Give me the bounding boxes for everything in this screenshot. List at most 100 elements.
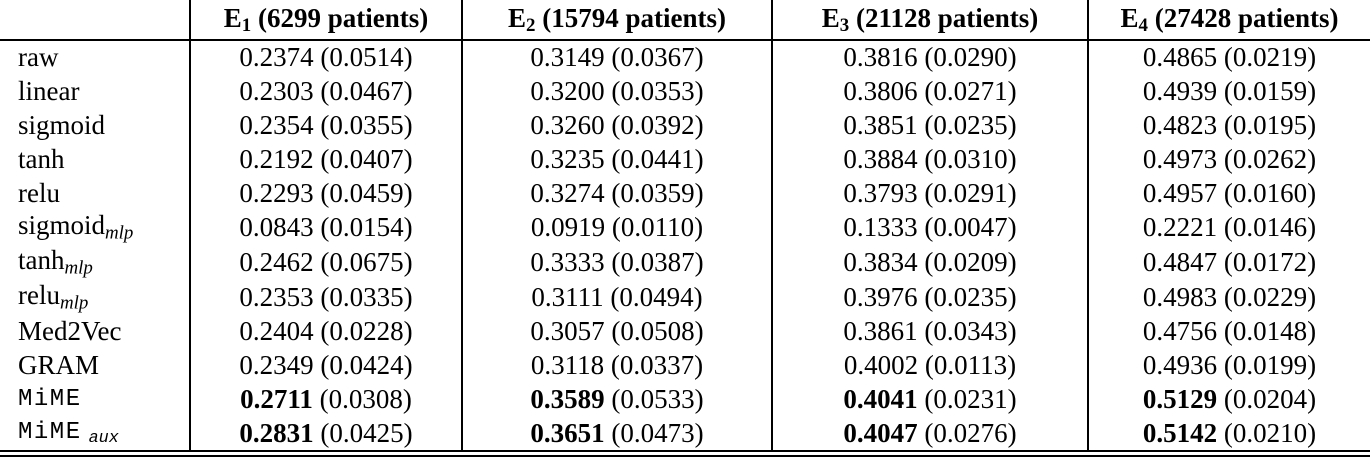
mean-value: 0.3651 xyxy=(530,417,605,448)
experiment-name: E xyxy=(821,2,840,33)
experiment-name: E xyxy=(223,2,242,33)
value-cell: 0.2192 (0.0407) xyxy=(189,142,462,177)
std-value: (0.0199) xyxy=(1217,350,1317,381)
value-cell: 0.4823 (0.0195) xyxy=(1087,108,1370,143)
experiment-subscript: 4 xyxy=(1138,14,1148,36)
row-label: sigmoid xyxy=(0,108,190,142)
mean-value: 0.3333 xyxy=(530,246,605,277)
std-value: (0.0387) xyxy=(604,246,704,277)
value-cell: 0.0843 (0.0154) xyxy=(189,210,462,246)
value-cell: 0.3793 (0.0291) xyxy=(771,176,1088,211)
value-cell: 0.5129 (0.0204) xyxy=(1087,382,1370,417)
row-label-text: tanh xyxy=(18,245,65,276)
std-value: (0.0047) xyxy=(917,212,1017,243)
mean-value: 0.3111 xyxy=(531,281,604,312)
value-cell: 0.4957 (0.0160) xyxy=(1087,176,1370,211)
mean-value: 0.0843 xyxy=(239,212,314,243)
mean-value: 0.2221 xyxy=(1142,212,1218,243)
value-cell: 0.3806 (0.0271) xyxy=(771,74,1088,109)
mean-value: 0.4973 xyxy=(1142,143,1218,174)
mean-value: 0.3851 xyxy=(843,109,918,140)
row-label-subscript: mlp xyxy=(64,257,93,279)
value-cell: 0.4936 (0.0199) xyxy=(1087,348,1370,383)
value-cell: 0.3057 (0.0508) xyxy=(461,314,772,349)
std-value: (0.0441) xyxy=(604,143,704,174)
table-row: sigmoidmlp 0.0843 (0.0154) 0.0919 (0.0110)… xyxy=(0,210,1370,246)
std-value: (0.0494) xyxy=(603,281,703,312)
std-value: (0.0335) xyxy=(313,281,413,312)
value-cell: 0.2349 (0.0424) xyxy=(189,348,462,383)
value-cell: 0.2711 (0.0308) xyxy=(189,382,462,417)
patient-count: (21128 patients) xyxy=(849,2,1039,33)
value-cell: 0.3851 (0.0235) xyxy=(771,108,1088,143)
std-value: (0.0148) xyxy=(1217,316,1317,347)
value-cell: 0.4847 (0.0172) xyxy=(1087,245,1370,280)
value-cell: 0.2374 (0.0514) xyxy=(189,40,462,75)
std-value: (0.0235) xyxy=(917,109,1017,140)
row-label-subscript: mlp xyxy=(105,223,134,245)
value-cell: 0.3111 (0.0494) xyxy=(461,279,772,315)
row-label: GRAM xyxy=(0,349,190,383)
value-cell: 0.3333 (0.0387) xyxy=(461,245,772,280)
table-row: MiME 0.2711 (0.0308) 0.3589 (0.0533) 0.4041… xyxy=(0,382,1370,417)
std-value: (0.0204) xyxy=(1217,384,1317,415)
value-cell: 0.2353 (0.0335) xyxy=(189,279,462,315)
mean-value: 0.4823 xyxy=(1142,109,1218,140)
mean-value: 0.4865 xyxy=(1142,42,1218,73)
std-value: (0.0235) xyxy=(917,281,1017,312)
std-value: (0.0154) xyxy=(313,212,413,243)
row-label: tanhmlp xyxy=(0,245,190,280)
table-row: Med2Vec 0.2404 (0.0228) 0.3057 (0.0508) 0.3… xyxy=(0,314,1370,349)
std-value: (0.0424) xyxy=(313,350,413,381)
value-cell: 0.4865 (0.0219) xyxy=(1087,40,1370,75)
row-label-text: sigmoid xyxy=(18,210,106,241)
table-row: relu 0.2293 (0.0459) 0.3274 (0.0359) 0.3793… xyxy=(0,176,1370,211)
table-row: sigmoid 0.2354 (0.0355) 0.3260 (0.0392) 0.3… xyxy=(0,108,1370,143)
std-value: (0.0392) xyxy=(604,109,704,140)
std-value: (0.0160) xyxy=(1217,177,1317,208)
mean-value: 0.3118 xyxy=(530,350,605,381)
mean-value: 0.2353 xyxy=(239,281,314,312)
mean-value: 0.4002 xyxy=(843,350,919,381)
value-cell: 0.3260 (0.0392) xyxy=(461,108,772,143)
std-value: (0.0210) xyxy=(1217,417,1317,448)
table-row: raw 0.2374 (0.0514) 0.3149 (0.0367) 0.3816 … xyxy=(0,40,1370,75)
table-row: tanh 0.2192 (0.0407) 0.3235 (0.0441) 0.3884… xyxy=(0,142,1370,177)
mean-value: 0.3976 xyxy=(843,281,918,312)
std-value: (0.0459) xyxy=(313,177,413,208)
std-value: (0.0343) xyxy=(917,316,1017,347)
value-cell: 0.4939 (0.0159) xyxy=(1087,74,1370,109)
table-row: GRAM 0.2349 (0.0424) 0.3118 (0.0337) 0.4002… xyxy=(0,348,1370,383)
value-cell: 0.2462 (0.0675) xyxy=(189,245,462,280)
value-cell: 0.3816 (0.0290) xyxy=(771,40,1088,75)
value-cell: 0.3834 (0.0209) xyxy=(771,245,1088,280)
row-label-text: Med2Vec xyxy=(18,316,122,347)
header-corner-cell xyxy=(0,0,190,41)
header-cell-e3: E3 (21128 patients) xyxy=(771,0,1088,41)
mean-value: 0.3260 xyxy=(530,109,605,140)
std-value: (0.0209) xyxy=(917,246,1017,277)
std-value: (0.0514) xyxy=(313,42,413,73)
value-cell: 0.3200 (0.0353) xyxy=(461,74,772,109)
row-label: linear xyxy=(0,74,190,108)
std-value: (0.0310) xyxy=(917,143,1017,174)
mean-value: 0.3806 xyxy=(843,75,918,106)
std-value: (0.0159) xyxy=(1217,75,1317,106)
table-header: E1 (6299 patients) E2 (15794 patients) E3 … xyxy=(0,0,1370,41)
value-cell: 0.2221 (0.0146) xyxy=(1087,210,1370,246)
mean-value: 0.3200 xyxy=(530,75,605,106)
std-value: (0.0146) xyxy=(1217,212,1317,243)
mean-value: 0.4847 xyxy=(1142,246,1218,277)
mean-value: 0.4047 xyxy=(843,417,918,448)
value-cell: 0.2831 (0.0425) xyxy=(189,416,462,453)
std-value: (0.0675) xyxy=(313,246,413,277)
row-label-text: tanh xyxy=(18,143,65,174)
experiment-name: E xyxy=(1120,2,1139,33)
std-value: (0.0353) xyxy=(604,75,704,106)
std-value: (0.0367) xyxy=(604,42,704,73)
value-cell: 0.3149 (0.0367) xyxy=(461,40,772,75)
row-label: tanh xyxy=(0,142,190,176)
std-value: (0.0271) xyxy=(917,75,1017,106)
